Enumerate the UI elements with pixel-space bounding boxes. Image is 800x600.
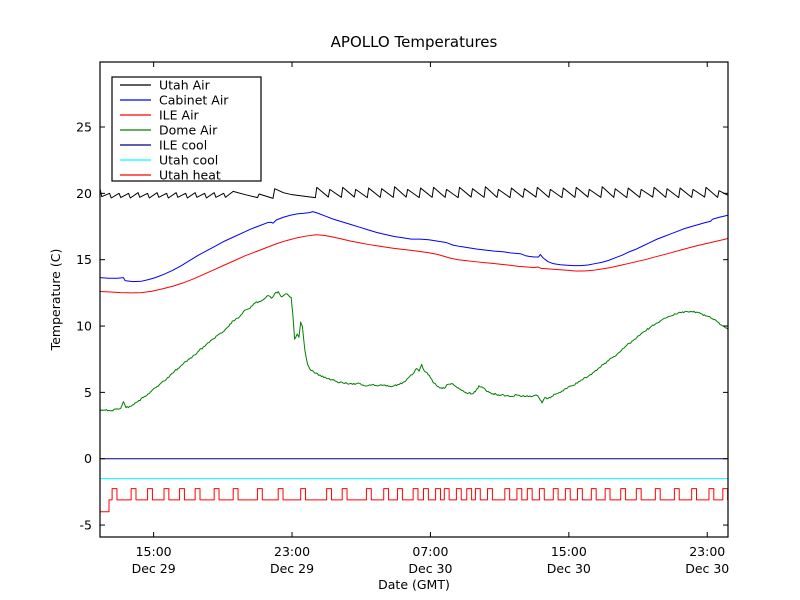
- legend-item-utah-cool: Utah cool: [120, 152, 218, 167]
- legend-label-utah-heat: Utah heat: [159, 167, 221, 182]
- y-tick-label-0: 0: [84, 451, 92, 466]
- legend-item-ile-air: ILE Air: [120, 107, 200, 122]
- plot-border: [99, 61, 729, 538]
- x-tick-date-2: Dec 30: [408, 561, 452, 576]
- y-axis-label: Temperature (C): [48, 249, 63, 352]
- chart-title: APOLLO Temperatures: [331, 33, 498, 51]
- series-line-utah-heat: [100, 488, 728, 513]
- legend-item-cabinet-air: Cabinet Air: [120, 92, 229, 107]
- y-tick-label-10: 10: [76, 319, 92, 334]
- x-tick-date-4: Dec 30: [685, 561, 729, 576]
- y-tick-label-25: 25: [76, 120, 92, 135]
- legend-label-utah-air: Utah Air: [159, 77, 211, 92]
- x-tick-time-4: 23:00: [689, 544, 725, 559]
- x-tick-date-3: Dec 30: [547, 561, 591, 576]
- axis-ticks: [100, 62, 728, 537]
- legend-label-ile-air: ILE Air: [159, 107, 200, 122]
- y-tick-label--5: -5: [80, 518, 92, 533]
- legend-label-utah-cool: Utah cool: [159, 152, 218, 167]
- legend-item-ile-cool: ILE cool: [120, 137, 207, 152]
- series-line-ile-air: [100, 234, 728, 294]
- series-lines: [100, 186, 728, 513]
- x-tick-time-0: 15:00: [136, 544, 172, 559]
- x-tick-time-1: 23:00: [274, 544, 310, 559]
- series-line-cabinet-air: [100, 211, 728, 283]
- legend-label-cabinet-air: Cabinet Air: [159, 92, 229, 107]
- x-tick-time-3: 15:00: [551, 544, 587, 559]
- series-line-utah-air: [100, 186, 728, 199]
- legend-box: [111, 76, 262, 182]
- y-tick-label-20: 20: [76, 186, 92, 201]
- legend-item-dome-air: Dome Air: [120, 122, 218, 137]
- legend-label-dome-air: Dome Air: [159, 122, 218, 137]
- legend-item-utah-heat: Utah heat: [120, 167, 221, 182]
- x-tick-date-1: Dec 29: [270, 561, 314, 576]
- x-tick-time-2: 07:00: [412, 544, 448, 559]
- x-tick-date-0: Dec 29: [132, 561, 176, 576]
- series-line-dome-air: [100, 291, 728, 412]
- y-tick-label-5: 5: [84, 385, 92, 400]
- y-tick-label-15: 15: [76, 252, 92, 267]
- x-axis-label: Date (GMT): [378, 577, 450, 592]
- legend-item-utah-air: Utah Air: [120, 77, 211, 92]
- legend-label-ile-cool: ILE cool: [159, 137, 207, 152]
- tick-labels: -5 0 5 10 15 20 25 15:00 Dec 29 23:00 Dec 29 07:00 D…: [76, 120, 729, 576]
